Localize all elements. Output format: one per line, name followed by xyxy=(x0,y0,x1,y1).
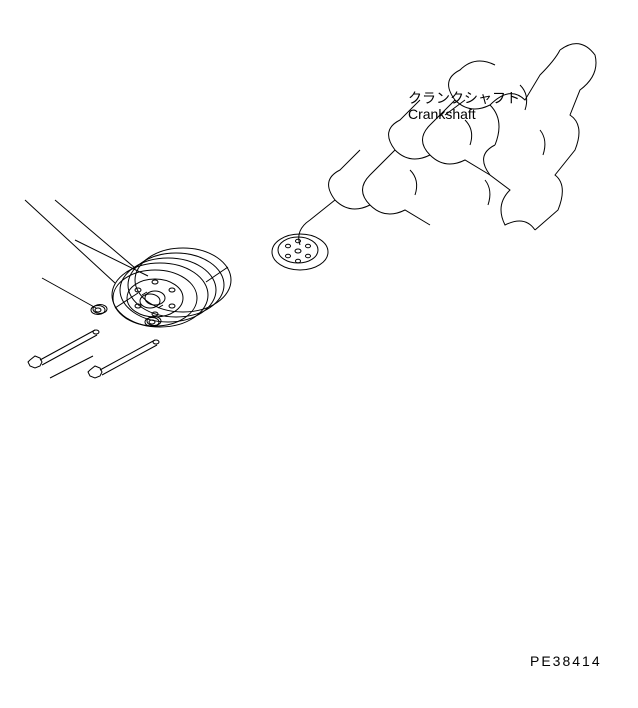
part-code: PE38414 xyxy=(530,653,602,669)
bolt-1 xyxy=(28,330,99,368)
crankshaft-label-jp: クランクシャフト xyxy=(408,88,520,108)
washer-2 xyxy=(145,317,161,327)
pulley-part xyxy=(112,248,231,327)
exploded-diagram: クランクシャフト Crankshaft PE38414 xyxy=(0,0,638,708)
leader-lines xyxy=(25,200,148,378)
crankshaft-part xyxy=(272,44,596,270)
bolt-2 xyxy=(88,340,159,378)
diagram-svg xyxy=(0,0,638,708)
crankshaft-label-en: Crankshaft xyxy=(408,106,476,122)
